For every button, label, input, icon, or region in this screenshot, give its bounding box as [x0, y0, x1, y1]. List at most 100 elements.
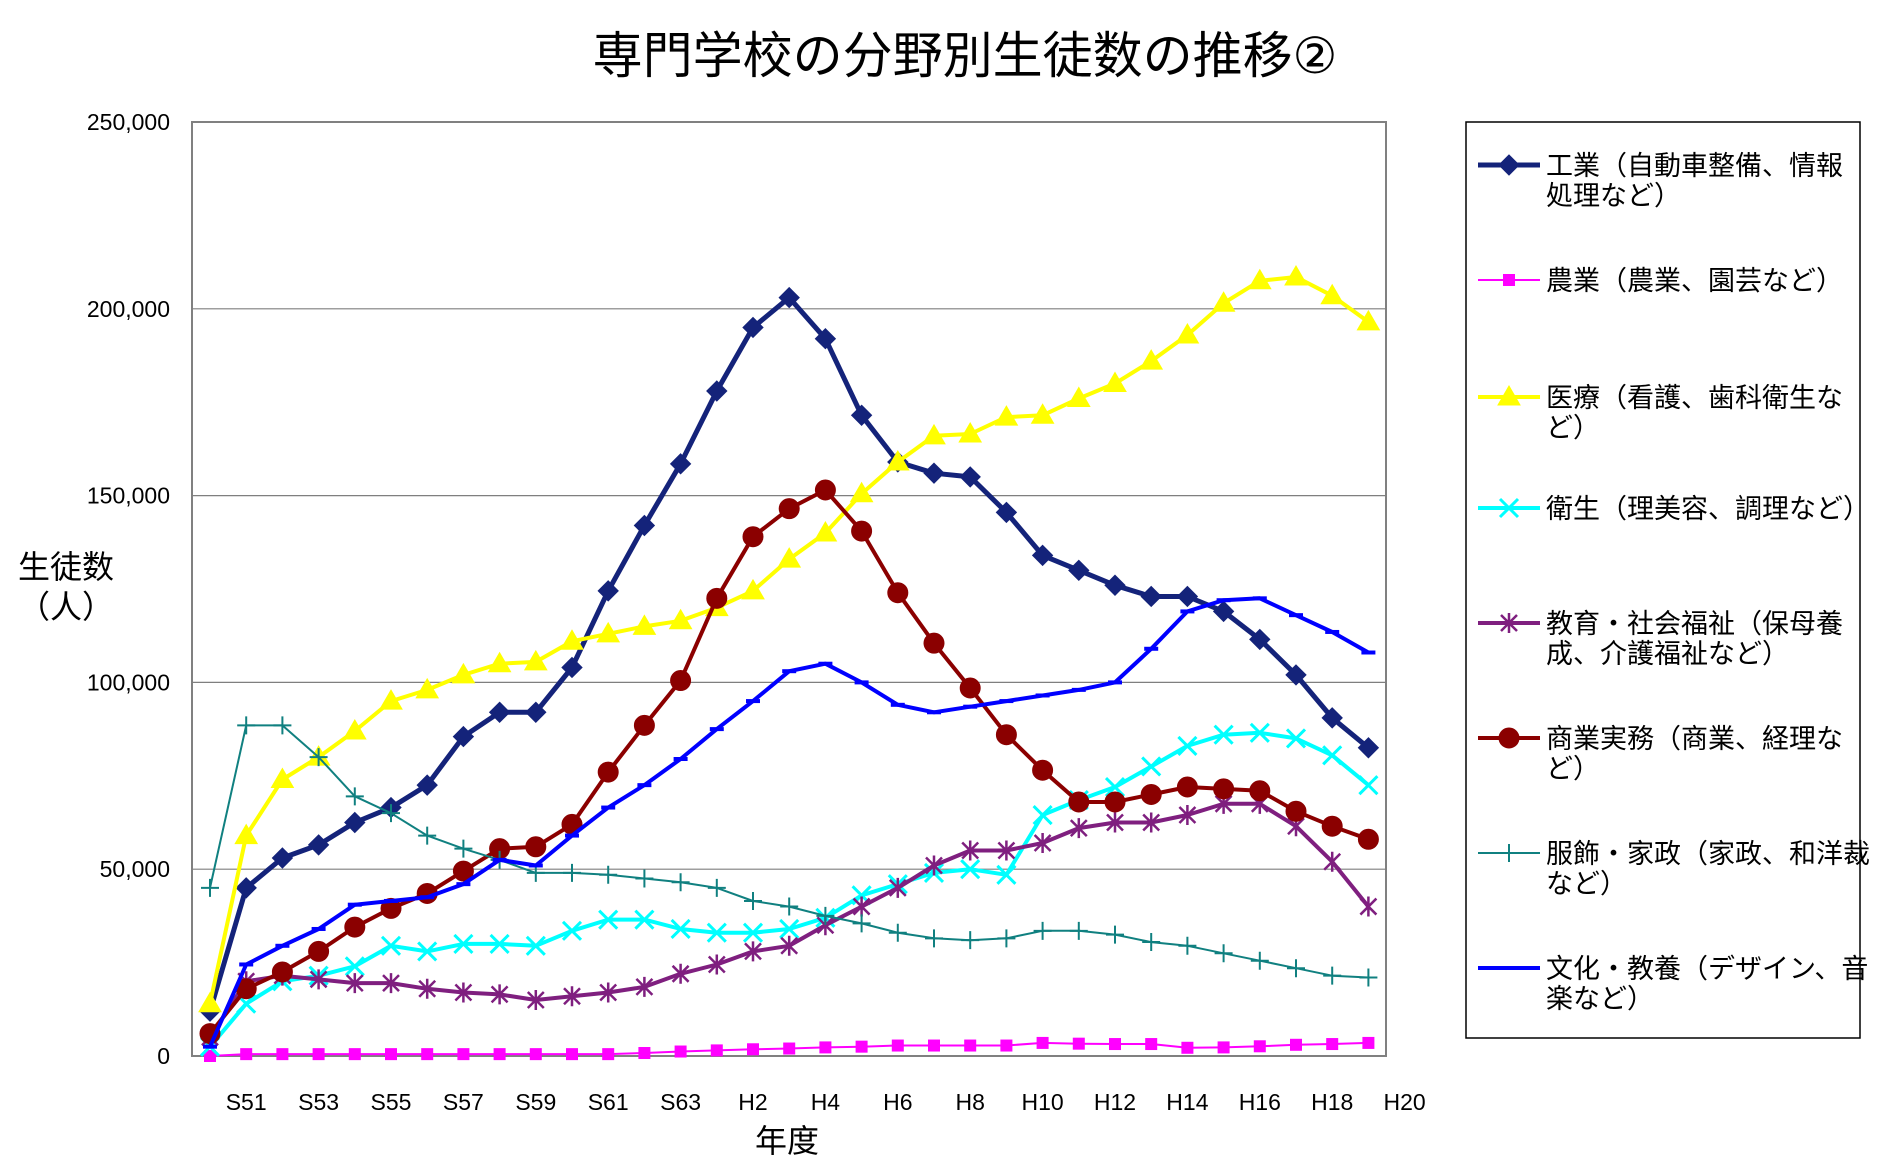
data-point-marker [525, 935, 546, 956]
y-tick-label: 150,000 [87, 483, 170, 509]
data-point-marker [959, 466, 981, 488]
legend-label: 医療（看護、歯科衛生な [1546, 383, 1843, 414]
data-point-marker [997, 929, 1016, 948]
data-point-marker [1356, 309, 1381, 331]
data-point-marker [1211, 291, 1236, 312]
data-point-marker [525, 836, 547, 858]
data-point-marker [996, 864, 1017, 885]
series-7 [203, 596, 1376, 1049]
legend-label: 農業（農業、園芸など） [1546, 266, 1843, 297]
data-point-marker [888, 877, 907, 898]
data-point-marker [707, 878, 726, 897]
data-point-marker [891, 1039, 904, 1052]
series-6 [201, 716, 1378, 987]
data-point-marker [849, 481, 874, 503]
data-point-marker [1176, 776, 1198, 798]
data-point-marker [307, 834, 330, 856]
data-point-marker [235, 877, 257, 899]
data-point-marker [270, 767, 295, 789]
data-point-marker [958, 421, 983, 443]
data-point-marker [198, 991, 222, 1013]
data-point-marker [415, 677, 440, 699]
data-point-marker [525, 701, 547, 723]
data-point-marker [706, 922, 727, 943]
data-point-marker [1145, 1038, 1158, 1051]
x-tick-label: H14 [1166, 1089, 1208, 1115]
data-point-marker [1285, 728, 1307, 749]
data-point-marker [635, 976, 654, 997]
data-point-marker [634, 909, 655, 930]
data-point-marker [1000, 1039, 1013, 1052]
data-point-marker [1321, 815, 1343, 837]
plot-area [191, 121, 1387, 1057]
data-point-marker [674, 1045, 687, 1058]
data-point-marker [887, 582, 909, 604]
data-point-marker [451, 662, 476, 684]
data-point-marker [454, 982, 473, 1003]
data-point-marker [598, 909, 619, 930]
data-point-marker [670, 918, 691, 940]
data-point-marker [710, 1044, 723, 1057]
data-point-marker [234, 823, 259, 845]
data-point-marker [1142, 812, 1161, 833]
legend-marker-marker [1497, 385, 1521, 406]
x-axis: S51 S53 S55 S57 S59 S61 S63 H2 H4 H6 H8 H10 H12 H14 H1… [226, 1089, 1426, 1115]
data-point-marker [1253, 1040, 1266, 1053]
y-tick-label: 100,000 [87, 669, 170, 695]
y-axis-label-unit: （人） [18, 588, 114, 626]
y-axis: 0 50,000 100,000 150,000 200,000 250,000 [87, 109, 170, 1069]
data-point-marker [783, 1042, 796, 1055]
data-point-marker [599, 982, 618, 1003]
data-point-marker [385, 1048, 397, 1061]
data-point-marker [923, 632, 945, 654]
data-point-marker [1250, 951, 1269, 970]
x-tick-label: H6 [883, 1089, 912, 1115]
legend-marker-marker [1498, 154, 1520, 176]
data-point-marker [1323, 966, 1342, 985]
data-point-marker [744, 891, 762, 910]
x-tick-label: S63 [660, 1089, 701, 1115]
data-point-marker [345, 973, 364, 994]
x-tick-label: H2 [738, 1089, 767, 1115]
data-point-marker [855, 1040, 868, 1053]
data-point-marker [997, 840, 1016, 861]
data-point-marker [1140, 783, 1162, 805]
data-point-marker [566, 1048, 578, 1061]
data-point-marker [312, 1048, 325, 1061]
data-point-marker [961, 931, 980, 950]
data-point-marker [1175, 322, 1200, 344]
data-point-marker [638, 1047, 651, 1060]
data-point-marker [780, 897, 799, 916]
data-point-marker [1109, 1038, 1121, 1051]
x-tick-label: H4 [811, 1089, 841, 1115]
legend-label-cont: 成、介護福祉など） [1546, 639, 1789, 670]
data-point-marker [922, 423, 946, 445]
data-point-marker [1362, 1036, 1375, 1049]
data-point-marker [597, 761, 619, 783]
data-point-marker [1249, 722, 1270, 743]
data-point-marker [885, 449, 910, 471]
data-point-marker [380, 935, 402, 956]
data-point-marker [271, 961, 293, 983]
data-point-marker [742, 316, 764, 339]
data-point-marker [635, 869, 654, 888]
x-tick-label: S51 [226, 1089, 267, 1115]
data-point-marker [744, 941, 762, 962]
x-axis-label: 年度 [755, 1122, 819, 1160]
data-point-marker [490, 984, 509, 1005]
data-point-marker [671, 873, 690, 892]
x-tick-label: S55 [371, 1089, 412, 1115]
series-5 [199, 479, 1379, 1045]
data-point-marker [1178, 805, 1197, 826]
data-point-marker [1322, 745, 1343, 766]
data-point-marker [602, 1048, 615, 1061]
data-point-marker [964, 1039, 977, 1052]
data-point-marker [747, 1043, 759, 1056]
data-point-marker [777, 547, 802, 568]
data-point-marker [452, 860, 474, 882]
data-point-marker [348, 1048, 361, 1061]
data-point-marker [453, 933, 474, 954]
data-point-marker [308, 940, 330, 962]
data-point-marker [960, 859, 981, 880]
legend-marker-marker [1498, 497, 1520, 519]
